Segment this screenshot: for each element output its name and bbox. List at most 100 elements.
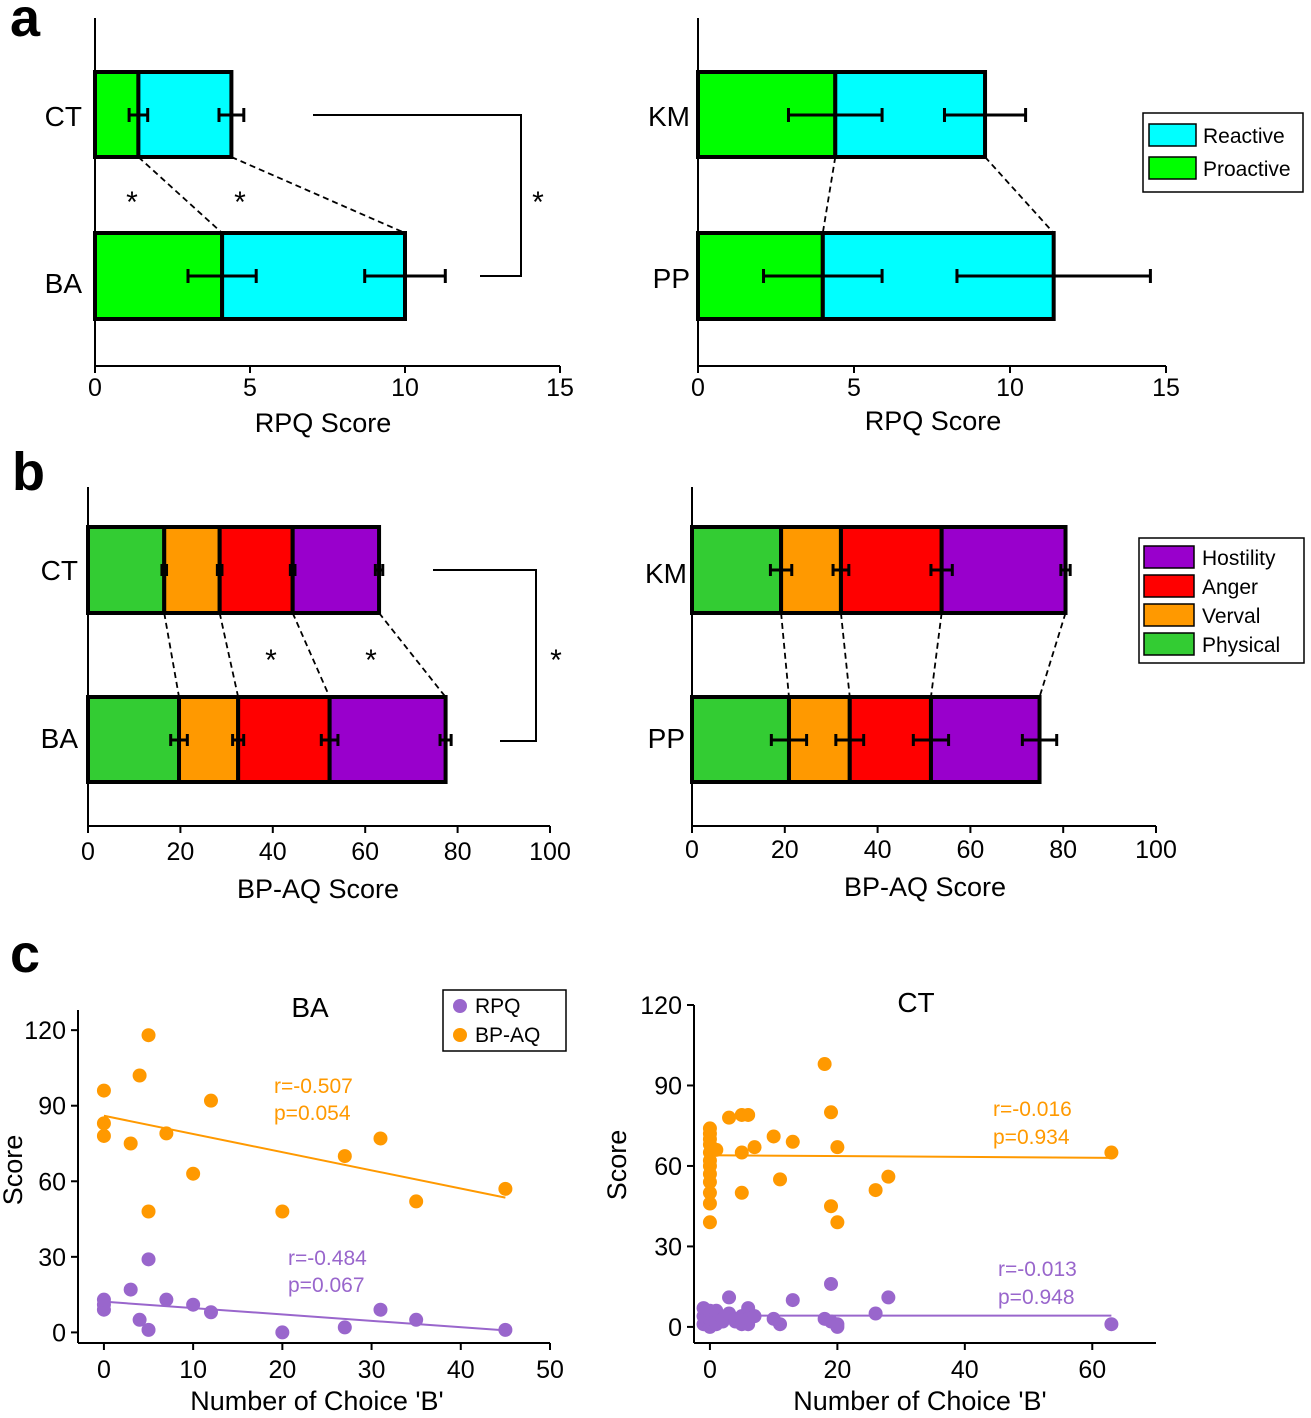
panel-label-c: c [10,924,40,984]
legend-swatch-anger [1143,574,1195,598]
chart-a-left: 0 5 10 15 CT BA RPQ Score * * * [45,18,574,438]
x-tick-label: 40 [864,836,892,864]
x-tick-label: 80 [444,838,472,866]
point-bp-aq [337,1149,352,1164]
point-bp-aq [275,1204,290,1219]
error-bar-km-reactive [942,108,1028,122]
error-bar-km-anger [929,564,954,576]
bpaq-p-annotation: p=0.054 [274,1102,351,1125]
segment-connector [231,156,406,234]
rpq-r-annotation: r=-0.484 [288,1247,367,1270]
x-axis-label: Number of Choice 'B' [190,1386,443,1416]
x-tick-label: 0 [88,374,102,402]
point-bp-aq [741,1107,756,1122]
x-tick-label: 100 [1135,836,1177,864]
error-bar-km-verval [831,564,851,576]
bpaq-r-annotation: r=-0.507 [274,1075,353,1098]
error-bar-ba-reactive [363,269,447,283]
point-bp-aq [409,1194,424,1209]
y-axis-label: Score [0,1135,28,1206]
x-tick-label: 40 [259,838,287,866]
point-bp-aq [132,1068,147,1083]
chart-c-left: 0 10 20 30 40 50 0 30 60 90 120 BA Number of Choic… [0,989,567,1416]
x-tick-label: 40 [951,1356,979,1384]
point-rpq [132,1312,147,1327]
x-tick-label: 50 [536,1356,564,1384]
point-bp-aq [773,1172,788,1187]
error-bar-pp-proactive [762,269,884,283]
x-tick-label: 5 [847,374,861,402]
rpq-p-annotation: p=0.948 [998,1286,1075,1309]
category-label-pp: PP [648,723,685,754]
point-bp-aq [868,1183,883,1198]
significance-star: * [126,186,138,219]
segment-connector [378,612,447,698]
significance-star: * [265,644,277,677]
point-rpq [373,1302,388,1317]
x-tick-label: 20 [771,836,799,864]
point-rpq [773,1317,788,1332]
x-axis-label: RPQ Score [255,408,392,438]
point-bp-aq [830,1215,845,1230]
point-bp-aq [824,1105,839,1120]
point-bp-aq [159,1126,174,1141]
point-rpq [785,1293,800,1308]
bar-ba-hostility [327,695,448,784]
point-rpq [141,1322,156,1337]
x-tick-label: 15 [546,374,574,402]
bar-ba-physical [86,695,182,784]
fit-line-bp-aq [709,1154,1112,1159]
x-axis-label: BP-AQ Score [844,872,1006,902]
error-bar-ct-proactive [127,108,150,122]
y-tick-label: 60 [38,1168,66,1196]
y-tick-label: 90 [654,1072,682,1100]
error-bar-ct-verval [215,564,224,576]
bar-ct-physical [86,525,167,615]
chart-c-right: 0 20 40 60 0 30 60 90 120 CT Number of Choice 'B… [602,987,1156,1416]
x-tick-label: 60 [351,838,379,866]
point-bp-aq [709,1142,724,1157]
segment-connector [930,612,943,698]
legend-swatch-proactive [1148,156,1197,180]
legend: RPQ BP-AQ [442,989,567,1052]
x-axis-label: Number of Choice 'B' [793,1386,1046,1416]
point-bp-aq [702,1196,717,1211]
x-tick-label: 60 [1078,1356,1106,1384]
chart-b-right: 0 20 40 60 80 100 KM PP BP-AQ Score Hostility… [645,487,1305,902]
point-bp-aq [766,1129,781,1144]
rpq-r-annotation: r=-0.013 [998,1258,1077,1281]
point-bp-aq [141,1204,156,1219]
y-tick-label: 30 [38,1244,66,1272]
point-bp-aq [734,1145,749,1160]
x-tick-label: 0 [691,374,705,402]
point-bp-aq [96,1083,111,1098]
point-bp-aq [817,1057,832,1072]
panel-label-a: a [10,0,41,48]
category-label-km: KM [645,558,687,589]
point-rpq [409,1312,424,1327]
legend-label-rpq: RPQ [475,995,521,1018]
significance-bracket [313,114,522,277]
bar-km-hostility [939,525,1068,615]
point-bp-aq [96,1116,111,1131]
point-rpq [824,1276,839,1291]
bar-ct-hostility [290,525,382,615]
chart-b-left: 0 20 40 60 80 100 CT BA BP-AQ Score * * * [41,487,571,904]
significance-star: * [550,644,562,677]
bpaq-r-annotation: r=-0.016 [993,1098,1072,1121]
legend-label-verval: Verval [1202,605,1260,628]
y-tick-label: 60 [654,1153,682,1181]
point-bp-aq [824,1199,839,1214]
point-rpq [203,1305,218,1320]
error-bar-ba-anger [319,734,340,746]
point-bp-aq [881,1169,896,1184]
error-bar-ba-proactive [186,269,258,283]
bar-ba-verval [177,695,241,784]
error-bar-ct-hostility [373,564,385,576]
point-bp-aq [702,1121,717,1136]
legend-swatch-verval [1143,603,1195,627]
x-tick-label: 10 [391,374,419,402]
significance-star: * [365,644,377,677]
point-rpq [881,1290,896,1305]
fit-line-rpq [103,1300,506,1332]
